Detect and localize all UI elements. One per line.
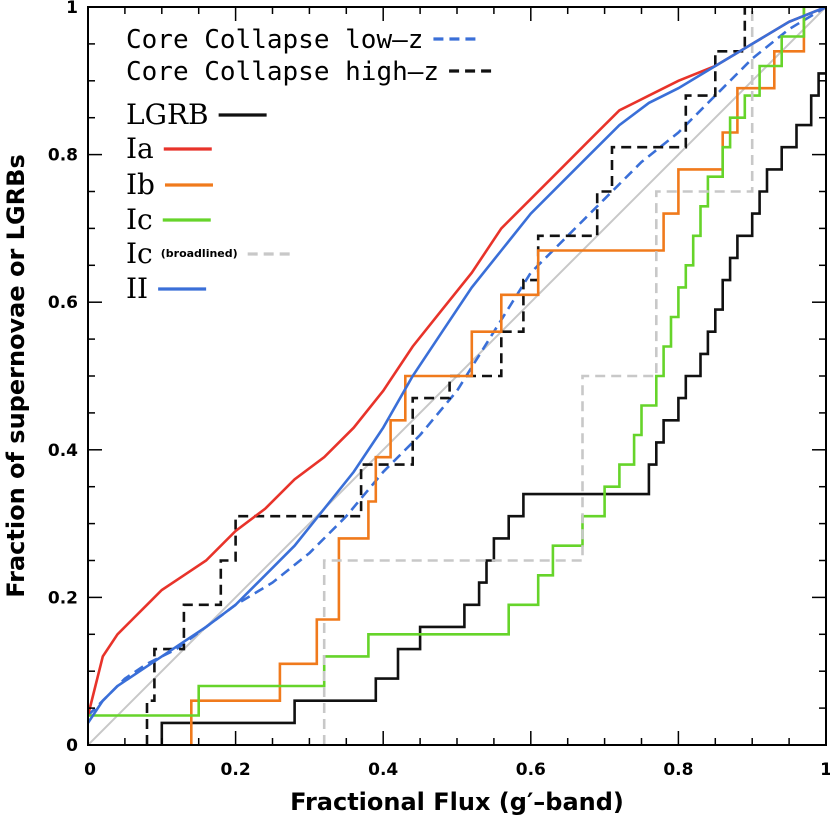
series-line-ic-broadlined [322,7,754,745]
series-line-core-collapse-high-z [145,7,747,745]
legend-label: Ib [126,168,155,201]
y-tick-label: 0.8 [48,146,78,166]
series-line-ii [88,7,826,724]
x-tick-label: 0.4 [368,760,398,780]
legend-label: Core Collapse high–z [126,57,439,87]
x-tick-label: 0 [84,760,96,780]
y-tick-label: 0.2 [48,588,78,608]
series-line-ic [88,7,806,717]
series-line-ia [88,7,826,716]
y-tick-label: 1 [66,0,78,18]
legend-label: II [126,272,148,305]
legend-label: Ic [126,237,153,270]
x-tick-label: 1 [820,760,830,780]
y-axis-title: Fraction of supernovae or LGRBs [2,154,30,597]
y-tick-label: 0 [66,736,78,756]
y-tick-label: 0.4 [48,441,78,461]
x-tick-label: 0.2 [221,760,251,780]
x-tick-label: 0.6 [516,760,546,780]
legend-label: Core Collapse low–z [126,25,423,55]
x-axis-title: Fractional Flux (g′–band) [290,788,624,816]
series-line-lgrb [160,72,826,745]
legend-label: LGRB [126,98,209,131]
plot-lines [88,7,826,745]
legend-note: (broadlined) [161,247,238,260]
legend-label: Ic [126,203,153,236]
axis-ticks: 0 0.2 0.4 0.6 0.8 1 0 0.2 0.4 0.6 0.8 1 [48,0,830,780]
x-tick-label: 0.8 [663,760,693,780]
y-tick-label: 0.6 [48,293,78,313]
legend-label: Ia [126,132,154,165]
